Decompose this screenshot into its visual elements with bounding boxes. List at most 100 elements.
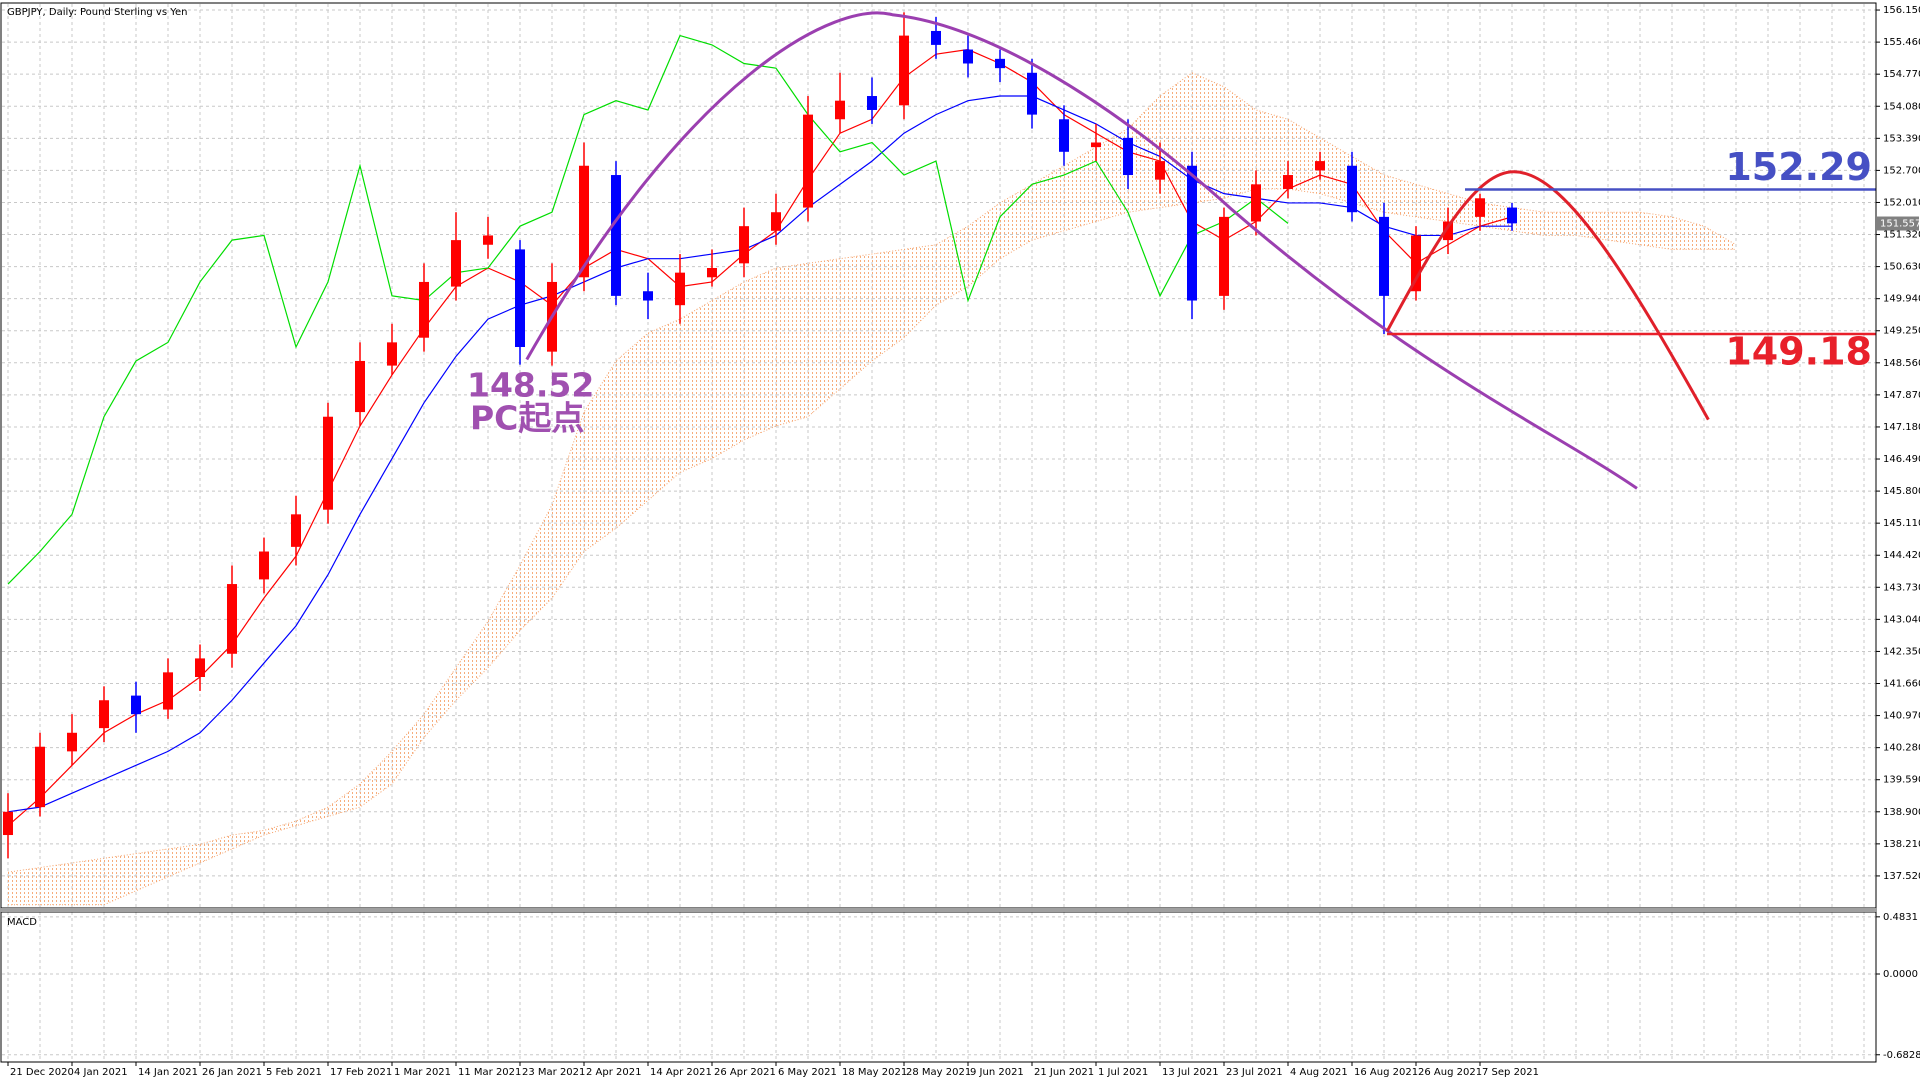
y-tick-label: 140.280 xyxy=(1883,743,1920,754)
y-tick-label: 152.010 xyxy=(1883,197,1920,208)
candle-body xyxy=(1347,165,1357,213)
x-tick-label: 4 Jan 2021 xyxy=(74,1067,128,1078)
x-tick-label: 6 May 2021 xyxy=(778,1067,837,1078)
candle-body xyxy=(931,30,941,45)
y-tick-label: -0.6828 xyxy=(1883,1050,1920,1061)
candle xyxy=(995,49,1005,83)
axis-layer: 137.520 138.210 138.900 139.590 140.280 140.9… xyxy=(7,5,1920,1078)
candle-body xyxy=(803,114,813,208)
candle-body xyxy=(611,175,621,296)
candle xyxy=(675,254,685,324)
x-tick-label: 26 Apr 2021 xyxy=(714,1067,776,1078)
last-price-label: 151.557 xyxy=(1880,219,1920,230)
x-tick-label: 26 Aug 2021 xyxy=(1418,1067,1482,1078)
y-tick-label: 144.420 xyxy=(1883,550,1920,561)
indicator-line xyxy=(7,95,1512,813)
candle-body xyxy=(323,416,333,510)
candle-body xyxy=(67,732,77,752)
candle xyxy=(771,193,781,245)
x-tick-label: 17 Feb 2021 xyxy=(330,1067,392,1078)
candle xyxy=(323,402,333,524)
candle xyxy=(1507,202,1517,231)
y-tick-label: 154.770 xyxy=(1883,69,1920,80)
candle-body xyxy=(1443,221,1453,241)
candle-body xyxy=(195,658,205,678)
y-tick-label: 143.730 xyxy=(1883,582,1920,593)
candle-body xyxy=(291,514,301,547)
y-tick-label: 138.900 xyxy=(1883,807,1920,818)
candle xyxy=(163,658,173,719)
candle xyxy=(515,240,525,365)
candle xyxy=(1251,170,1261,236)
candle-body xyxy=(643,291,653,301)
y-tick-label: 149.940 xyxy=(1883,294,1920,305)
y-tick-label: 154.080 xyxy=(1883,101,1920,112)
candle-body xyxy=(451,240,461,287)
macd-title: MACD xyxy=(7,917,37,928)
x-tick-label: 1 Jul 2021 xyxy=(1098,1067,1148,1078)
candle xyxy=(899,12,909,120)
candle-body xyxy=(579,165,589,278)
candle xyxy=(419,263,429,352)
y-tick-label: 150.630 xyxy=(1883,262,1920,273)
y-tick-label: 138.210 xyxy=(1883,839,1920,850)
candle xyxy=(227,565,237,668)
candle xyxy=(291,495,301,566)
candle xyxy=(739,207,749,278)
candle xyxy=(355,342,365,427)
candle-body xyxy=(515,249,525,348)
candle-body xyxy=(163,672,173,710)
x-tick-label: 23 Mar 2021 xyxy=(522,1067,585,1078)
candle-body xyxy=(835,100,845,120)
candle xyxy=(835,72,845,134)
x-tick-label: 21 Jun 2021 xyxy=(1034,1067,1094,1078)
candle-body xyxy=(1091,142,1101,148)
candle-body xyxy=(1187,165,1197,301)
candle-body xyxy=(1379,216,1389,296)
y-tick-label: 152.700 xyxy=(1883,165,1920,176)
red-arc xyxy=(1387,172,1708,420)
candle xyxy=(1155,142,1165,194)
candle xyxy=(35,732,45,817)
x-tick-label: 21 Dec 2020 xyxy=(10,1067,74,1078)
candle-body xyxy=(1219,216,1229,296)
candle-body xyxy=(1411,235,1421,292)
candle xyxy=(963,35,973,78)
candle-body xyxy=(771,212,781,231)
candle-body xyxy=(739,226,749,264)
candle xyxy=(867,77,877,124)
y-tick-label: 0.4831 xyxy=(1883,912,1918,923)
x-tick-label: 4 Aug 2021 xyxy=(1290,1067,1348,1078)
y-tick-label: 137.520 xyxy=(1883,871,1920,882)
x-tick-label: 18 May 2021 xyxy=(842,1067,907,1078)
drawing-objects xyxy=(527,13,1709,488)
x-tick-label: 28 May 2021 xyxy=(906,1067,971,1078)
candle xyxy=(131,681,141,733)
candle xyxy=(1059,105,1069,166)
x-tick-label: 2 Apr 2021 xyxy=(586,1067,641,1078)
candle xyxy=(3,793,13,859)
last-price-box xyxy=(1877,216,1919,231)
candle-body xyxy=(99,700,109,729)
panel-separator xyxy=(0,908,1877,912)
y-tick-label: 147.180 xyxy=(1883,422,1920,433)
candle xyxy=(195,644,205,691)
candle xyxy=(451,212,461,301)
y-tick-label: 147.870 xyxy=(1883,390,1920,401)
candle xyxy=(643,272,653,320)
y-tick-label: 155.460 xyxy=(1883,37,1920,48)
candle xyxy=(99,686,109,743)
candle-body xyxy=(1315,161,1325,171)
y-tick-label: 139.590 xyxy=(1883,775,1920,786)
candle-body xyxy=(419,281,429,338)
candle-body xyxy=(483,235,493,245)
x-tick-label: 26 Jan 2021 xyxy=(202,1067,262,1078)
candle xyxy=(67,714,77,766)
y-tick-label: 145.110 xyxy=(1883,518,1920,529)
candle-body xyxy=(227,584,237,654)
candle xyxy=(1123,119,1133,189)
candle-body xyxy=(899,35,909,106)
candle xyxy=(1091,123,1101,162)
grid-layer xyxy=(2,4,1876,1062)
y-tick-label: 145.800 xyxy=(1883,486,1920,497)
